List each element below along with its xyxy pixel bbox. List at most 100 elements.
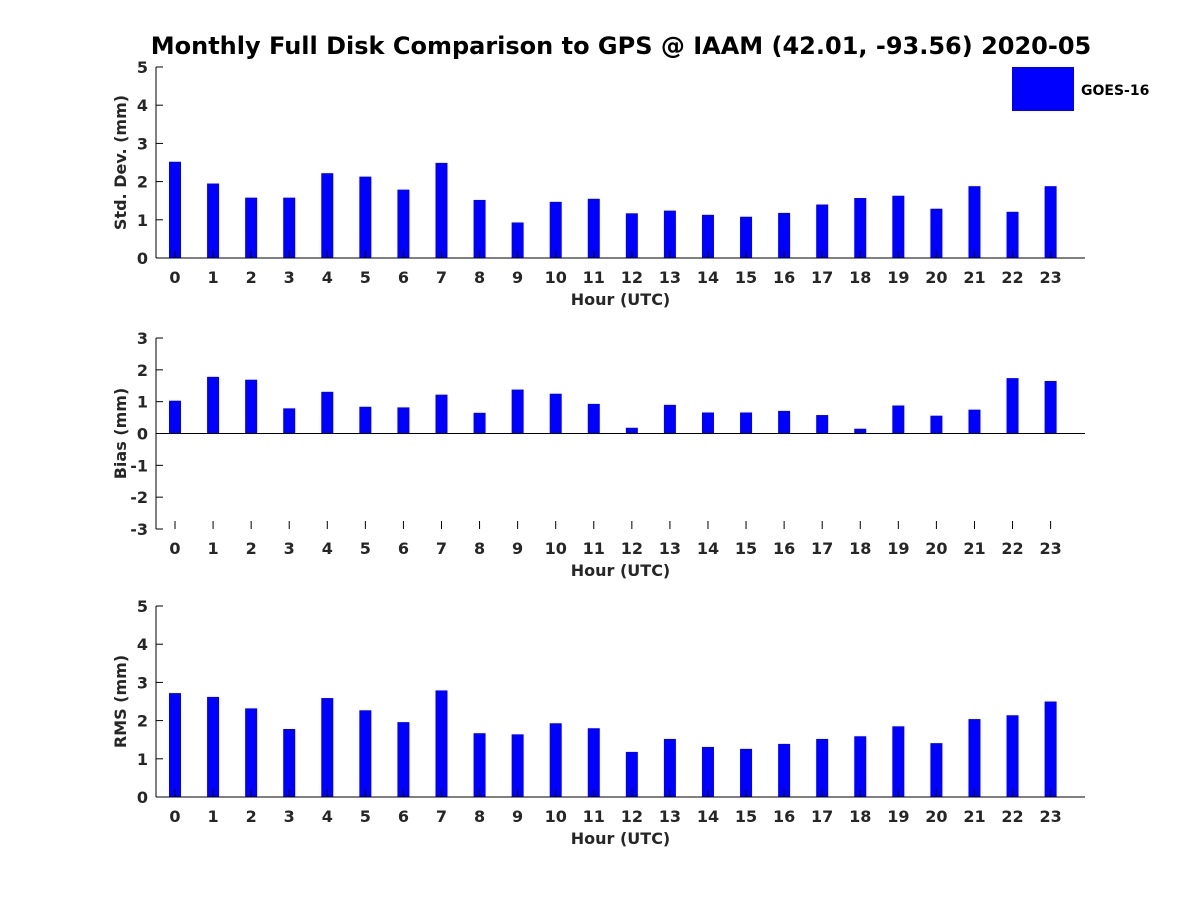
bar-hour-20 [930,415,943,434]
bar-hour-12 [625,213,638,258]
bar-hour-10 [549,201,562,258]
bar-hour-6 [397,407,410,434]
bar-hour-2 [245,708,258,797]
x-tick-label: 18 [849,268,871,287]
x-tick-label: 10 [545,807,567,826]
x-tick-label: 20 [925,539,947,558]
x-tick-label: 5 [360,807,371,826]
bar-hour-3 [283,197,296,258]
bar-hour-19 [892,405,905,434]
x-tick-label: 7 [436,539,447,558]
x-tick-label: 17 [811,539,833,558]
x-tick-label: 4 [322,807,333,826]
x-tick-label: 16 [773,268,795,287]
x-tick-label: 6 [398,539,409,558]
y-tick-label: 4 [137,635,148,654]
bar-hour-9 [511,222,524,258]
bar-hour-14 [701,746,714,797]
x-tick-label: 13 [659,268,681,287]
y-tick-label: 0 [137,788,148,807]
x-tick-label: 2 [246,268,257,287]
x-tick-label: 16 [773,807,795,826]
x-tick-label: 8 [474,268,485,287]
bar-hour-0 [169,400,181,434]
y-axis-label: Bias (mm) [111,388,130,480]
bar-hour-20 [930,208,943,258]
bar-hour-9 [511,389,524,434]
y-tick-label: 2 [137,712,148,731]
bar-hour-16 [778,212,791,258]
bar-hour-11 [587,198,600,258]
bar-hour-8 [473,412,486,434]
x-tick-label: 3 [284,268,295,287]
y-tick-label: 3 [137,673,148,692]
bar-hour-22 [1006,378,1019,434]
x-tick-label: 21 [963,807,985,826]
x-tick-label: 9 [512,539,523,558]
bar-hour-7 [435,162,448,258]
bar-hour-12 [625,751,638,797]
bar-hour-20 [930,743,943,797]
bar-hour-14 [701,214,714,258]
x-tick-label: 4 [322,268,333,287]
bar-hour-16 [778,410,791,434]
bar-hour-23 [1044,186,1057,258]
bar-hour-1 [207,183,220,258]
bar-hour-11 [587,728,600,797]
legend: GOES-16 [1012,67,1149,111]
bar-hour-22 [1006,715,1019,797]
bar-hour-13 [663,210,676,258]
bar-hour-18 [854,198,867,258]
bar-hour-9 [511,734,524,797]
legend-label: GOES-16 [1081,83,1149,99]
x-tick-label: 11 [583,268,605,287]
x-tick-label: 0 [169,268,180,287]
x-tick-label: 6 [398,268,409,287]
x-tick-label: 5 [360,539,371,558]
bar-hour-18 [854,736,867,797]
bar-hour-12 [625,427,638,434]
bar-hour-17 [816,204,829,258]
y-tick-label: -3 [130,520,148,539]
bar-hour-23 [1044,380,1057,434]
bar-hour-7 [435,690,448,797]
bar-hour-10 [549,393,562,434]
bar-hour-6 [397,722,410,797]
x-axis-label: Hour (UTC) [571,829,671,848]
bar-hour-1 [207,696,220,797]
x-tick-label: 22 [1001,807,1023,826]
x-tick-label: 20 [925,807,947,826]
y-tick-label: 5 [137,58,148,77]
x-tick-label: 5 [360,268,371,287]
bar-hour-15 [740,412,753,434]
bar-hour-3 [283,408,296,434]
x-tick-label: 9 [512,268,523,287]
x-tick-label: 17 [811,268,833,287]
x-tick-label: 9 [512,807,523,826]
x-tick-label: 15 [735,268,757,287]
bar-hour-16 [778,743,791,797]
x-tick-label: 3 [284,807,295,826]
x-tick-label: 4 [322,539,333,558]
bar-hour-5 [359,710,372,797]
bar-hour-0 [169,693,181,797]
x-tick-label: 21 [963,268,985,287]
x-tick-label: 7 [436,807,447,826]
y-tick-label: 0 [137,425,148,444]
x-tick-label: 22 [1001,268,1023,287]
y-tick-label: 4 [137,96,148,115]
bar-hour-21 [968,719,981,797]
bar-hour-19 [892,726,905,797]
x-tick-label: 2 [246,807,257,826]
x-axis-label: Hour (UTC) [571,561,671,580]
bar-hour-17 [816,738,829,797]
x-tick-label: 18 [849,539,871,558]
x-tick-label: 15 [735,807,757,826]
bar-hour-5 [359,176,372,258]
x-tick-label: 23 [1039,268,1061,287]
bar-hour-15 [740,748,753,797]
